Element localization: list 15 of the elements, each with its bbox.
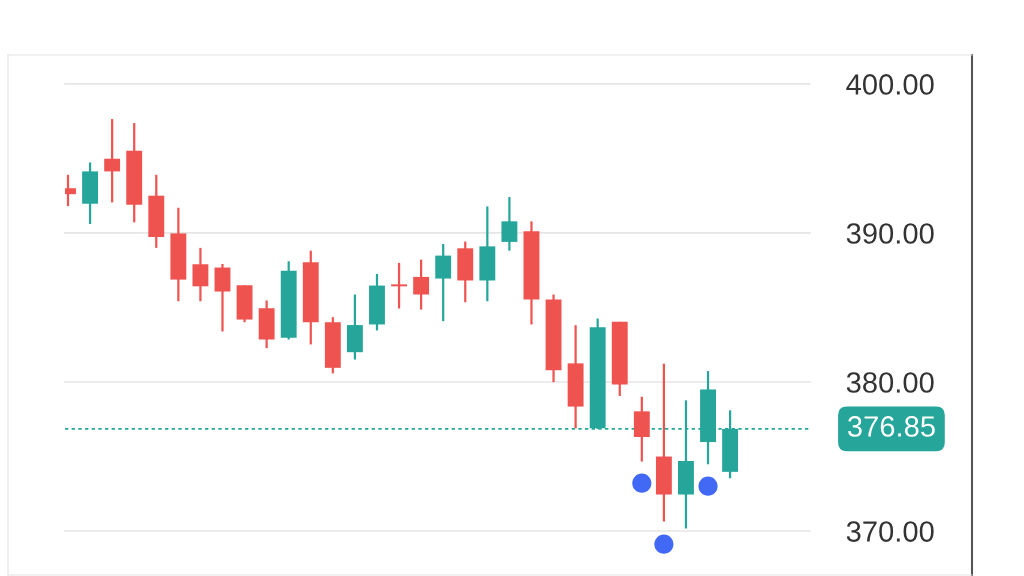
candlestick	[192, 246, 209, 303]
candlestick	[413, 258, 430, 311]
y-tick-label: 390.00	[846, 223, 934, 244]
candlestick	[391, 261, 407, 310]
y-tick-label: 370.00	[846, 521, 934, 542]
point	[654, 534, 674, 554]
point	[698, 476, 718, 496]
y-tick-label: 400.00	[846, 74, 934, 95]
candlestick	[104, 117, 121, 204]
candlestick	[435, 242, 452, 323]
y-tick-label: 380.00	[846, 372, 934, 393]
ref-line-label: 376.85	[847, 416, 935, 437]
candlestick	[214, 262, 231, 333]
point	[632, 473, 652, 493]
candlestick	[501, 195, 518, 252]
